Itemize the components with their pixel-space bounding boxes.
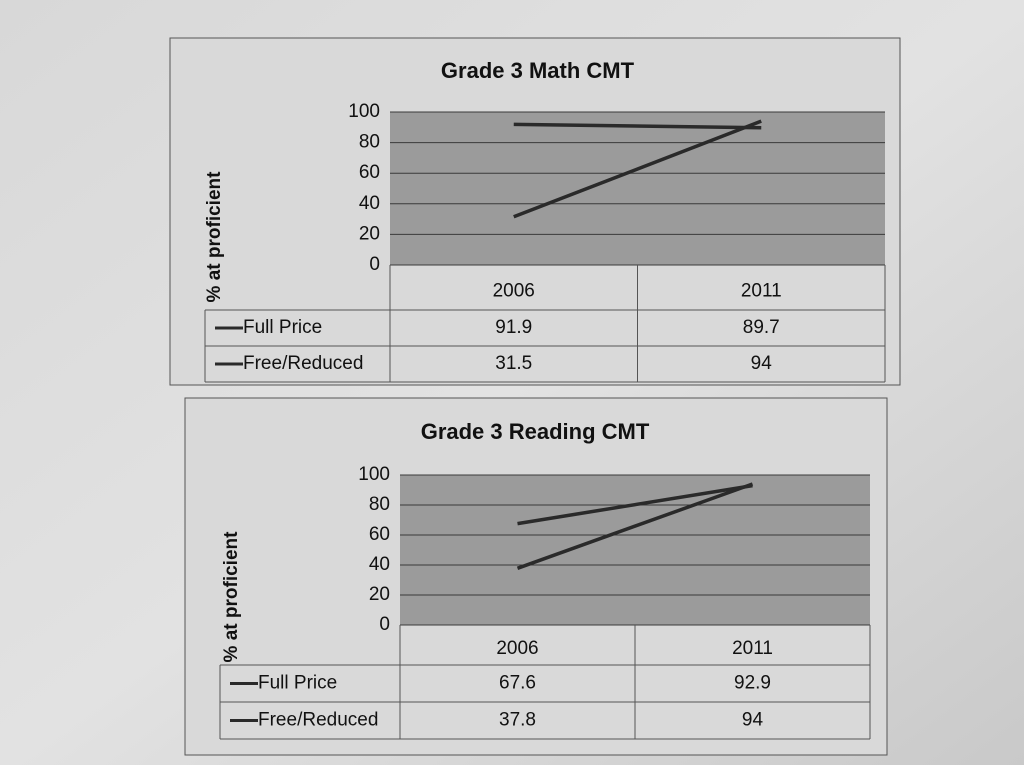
plot-area [400, 475, 870, 625]
table-value: 91.9 [495, 317, 532, 338]
plot-area [390, 112, 885, 265]
y-tick-label: 0 [379, 614, 390, 635]
series-line [516, 482, 754, 570]
y-tick-label: 20 [369, 584, 390, 605]
table-value: 94 [742, 710, 764, 731]
y-tick-label: 60 [369, 524, 390, 545]
x-tick-label: 2006 [493, 281, 535, 302]
legend-label: Full Price [258, 673, 337, 694]
chart-title: Grade 3 Math CMT [441, 58, 635, 83]
y-tick-label: 100 [348, 101, 380, 122]
table-value: 37.8 [499, 710, 536, 731]
series-line [513, 119, 762, 219]
table-value: 92.9 [734, 673, 771, 694]
legend-label: Full Price [243, 317, 322, 338]
x-tick-label: 2011 [732, 638, 773, 659]
legend-label: Free/Reduced [243, 353, 363, 374]
x-tick-label: 2011 [741, 281, 782, 302]
x-tick-label: 2006 [496, 638, 538, 659]
y-tick-label: 0 [369, 254, 380, 275]
y-tick-label: 80 [359, 132, 380, 153]
y-tick-label: 40 [359, 193, 380, 214]
y-axis-label: % at proficient [221, 531, 242, 663]
table-value: 31.5 [495, 353, 532, 374]
y-axis-label: % at proficient [204, 171, 225, 303]
table-value: 67.6 [499, 673, 536, 694]
y-tick-label: 80 [369, 494, 390, 515]
y-tick-label: 60 [359, 162, 380, 183]
table-value: 94 [751, 353, 773, 374]
legend-label: Free/Reduced [258, 710, 378, 731]
y-tick-label: 40 [369, 554, 390, 575]
series-line [517, 483, 753, 526]
y-tick-label: 100 [358, 464, 390, 485]
table-value: 89.7 [743, 317, 780, 338]
series-line [513, 122, 762, 130]
chart-title: Grade 3 Reading CMT [421, 419, 650, 444]
y-tick-label: 20 [359, 223, 380, 244]
